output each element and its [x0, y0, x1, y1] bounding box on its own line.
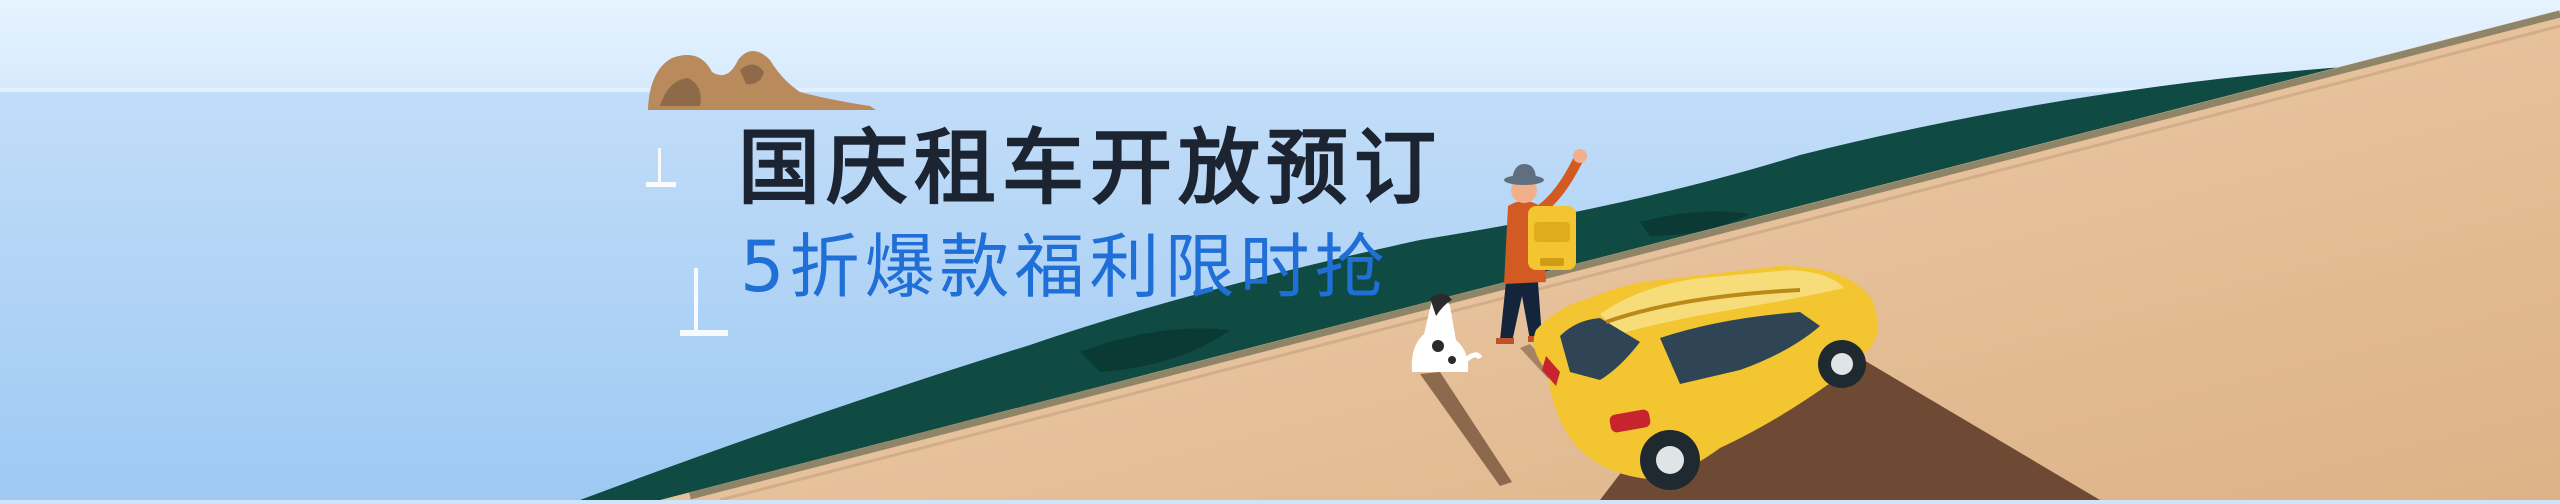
sand-road	[660, 10, 2560, 500]
dog-shadow	[1420, 372, 1512, 486]
sky	[0, 0, 2560, 92]
banner-subline: 5折爆款福利限时抢	[740, 226, 1390, 308]
road-edge	[689, 10, 2560, 500]
banner-headline: 国庆租车开放预订	[738, 121, 1443, 216]
dog	[1411, 293, 1483, 372]
sailboat	[680, 268, 728, 336]
backpack	[1528, 206, 1576, 270]
sailboat	[646, 148, 676, 187]
island	[648, 51, 876, 110]
yellow-car	[1533, 266, 1878, 490]
